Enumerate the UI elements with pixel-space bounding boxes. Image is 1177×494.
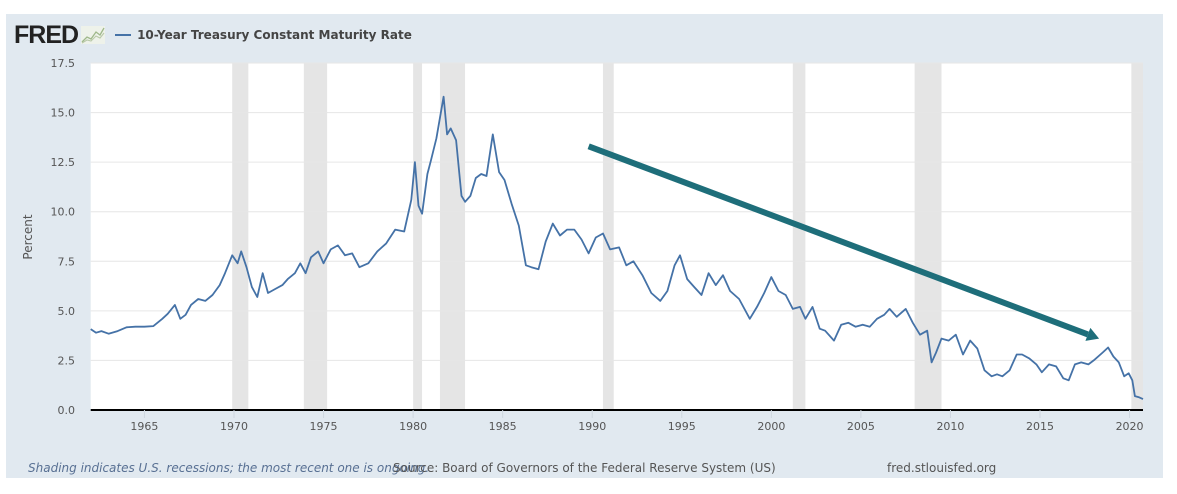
- fred-url-link[interactable]: fred.stlouisfed.org: [887, 461, 997, 475]
- x-tick-label: 2000: [757, 420, 785, 433]
- y-tick-label: 15.0: [51, 107, 76, 120]
- x-tick-label: 1970: [220, 420, 248, 433]
- x-tick-label: 2010: [936, 420, 964, 433]
- x-tick-label: 2020: [1116, 420, 1144, 433]
- y-tick-label: 7.5: [58, 255, 76, 268]
- x-tick-label: 1995: [668, 420, 696, 433]
- x-tick-label: 2005: [847, 420, 875, 433]
- x-tick-label: 2015: [1026, 420, 1054, 433]
- x-tick-label: 1965: [130, 420, 158, 433]
- trend-arrow-shaft: [587, 143, 1089, 338]
- y-tick-label: 17.5: [51, 57, 76, 70]
- y-tick-label: 5.0: [58, 305, 76, 318]
- legend[interactable]: 10-Year Treasury Constant Maturity Rate: [115, 28, 412, 42]
- x-tick-label: 1980: [399, 420, 427, 433]
- y-tick-label: 10.0: [51, 206, 76, 219]
- plot-area: [90, 63, 1144, 410]
- x-tick-label: 1990: [578, 420, 606, 433]
- recession-band: [303, 63, 328, 410]
- y-tick-label: 2.5: [58, 354, 76, 367]
- x-tick-label: 1975: [310, 420, 338, 433]
- recession-band: [232, 63, 249, 410]
- y-tick-label: 0.0: [58, 404, 76, 417]
- trend-arrow-head: [1085, 327, 1100, 341]
- recession-band: [1131, 63, 1143, 410]
- y-axis-title: Percent: [21, 214, 35, 259]
- source-text: Source: Board of Governors of the Federa…: [393, 461, 776, 475]
- recession-note: Shading indicates U.S. recessions; the m…: [28, 461, 430, 475]
- chart-header: FRED 10-Year Treasury Constant Maturity …: [14, 22, 412, 48]
- recession-band: [792, 63, 806, 410]
- y-tick-label: 12.5: [51, 156, 76, 169]
- recession-band: [914, 63, 942, 410]
- line-graph-icon: [81, 26, 106, 44]
- recession-band: [439, 63, 466, 410]
- legend-label: 10-Year Treasury Constant Maturity Rate: [137, 28, 412, 42]
- recession-band: [602, 63, 614, 410]
- recession-band: [413, 63, 423, 410]
- legend-swatch: [115, 34, 132, 36]
- series-line-10y-treasury: [90, 95, 1144, 400]
- fred-logo[interactable]: FRED: [14, 21, 79, 49]
- x-tick-label: 1985: [489, 420, 517, 433]
